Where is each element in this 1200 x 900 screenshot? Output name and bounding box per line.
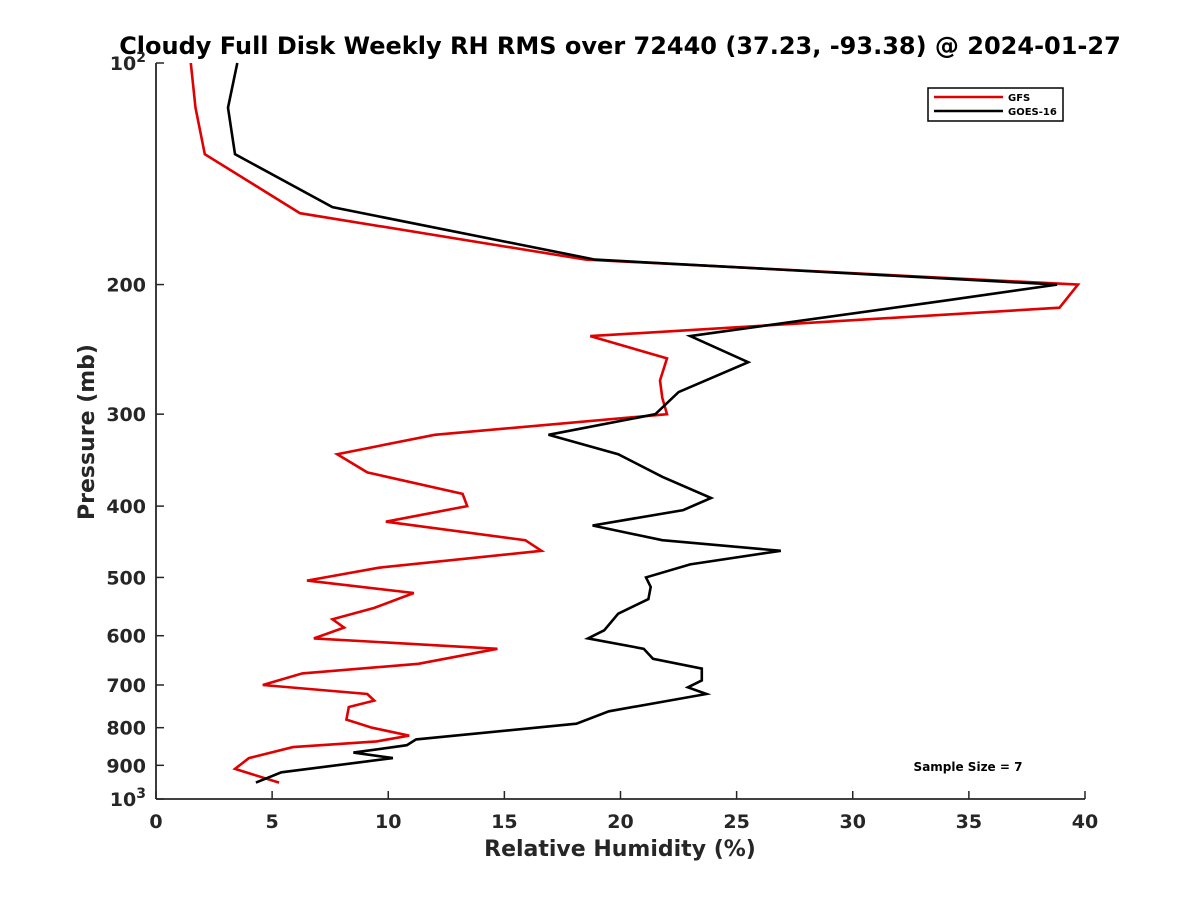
- x-tick-label: 30: [840, 811, 866, 833]
- legend-gfs-label: GFS: [1008, 93, 1030, 104]
- y-axis-label: Pressure (mb): [75, 344, 100, 520]
- y-tick-label: 300: [106, 404, 146, 426]
- x-tick-label: 10: [375, 811, 401, 833]
- plot-area: [189, 62, 1081, 784]
- y-tick-label: 200: [106, 275, 146, 297]
- x-axis-label: Relative Humidity (%): [484, 837, 756, 862]
- series-line-goes-16: [226, 62, 1058, 784]
- series-line-gfs: [189, 62, 1081, 784]
- y-tick-label: 103: [110, 786, 146, 811]
- x-ticks: 0 5 10 15 20 25 30 35 40: [149, 791, 1098, 833]
- y-tick-label: 500: [106, 567, 146, 589]
- x-tick-label: 20: [607, 811, 633, 833]
- y-tick-label: 102: [110, 50, 146, 75]
- x-tick-label: 40: [1072, 811, 1098, 833]
- y-tick-label: 900: [106, 755, 146, 777]
- legend-box: [927, 87, 1064, 122]
- chart-title: Cloudy Full Disk Weekly RH RMS over 7244…: [119, 32, 1121, 60]
- x-tick-label: 35: [956, 811, 982, 833]
- y-tick-label: 800: [106, 718, 146, 740]
- x-tick-label: 15: [491, 811, 517, 833]
- x-tick-label: 25: [723, 811, 749, 833]
- y-tick-label: 400: [106, 496, 146, 518]
- legend-goes16-label: GOES-16: [1008, 107, 1057, 118]
- legend: GFS GOES-16: [927, 87, 1064, 122]
- sample-size-annotation: Sample Size = 7: [914, 760, 1023, 774]
- y-tick-label: 700: [106, 675, 146, 697]
- x-tick-label: 5: [266, 811, 279, 833]
- x-tick-label: 0: [149, 811, 162, 833]
- y-ticks: 102 200 300 400 500 600 700 800 900 103: [106, 50, 164, 811]
- y-tick-label: 600: [106, 626, 146, 648]
